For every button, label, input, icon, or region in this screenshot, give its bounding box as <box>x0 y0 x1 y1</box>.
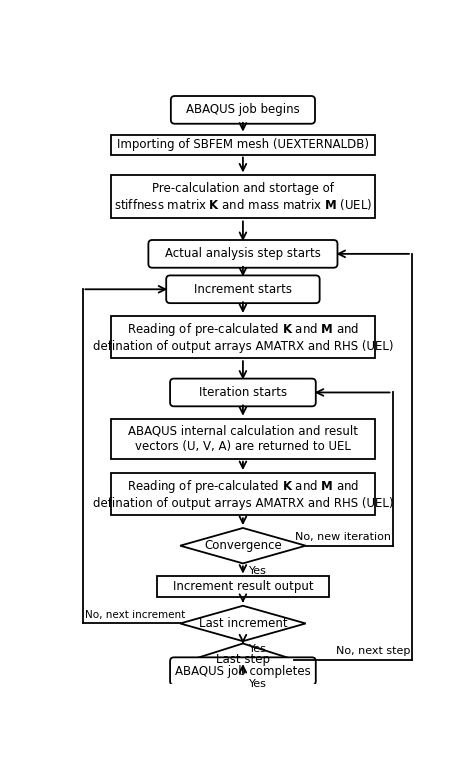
Text: ABAQUS job begins: ABAQUS job begins <box>186 104 300 117</box>
Text: No, new iteration: No, new iteration <box>295 531 391 542</box>
Bar <box>157 577 329 597</box>
FancyBboxPatch shape <box>170 657 316 685</box>
Text: ABAQUS job completes: ABAQUS job completes <box>175 664 311 677</box>
Bar <box>111 316 374 358</box>
Text: No, next step: No, next step <box>336 646 410 656</box>
FancyBboxPatch shape <box>171 96 315 124</box>
Bar <box>111 175 374 218</box>
Text: Increment result output: Increment result output <box>173 580 313 593</box>
Bar <box>111 419 374 458</box>
FancyBboxPatch shape <box>148 240 337 268</box>
Text: No, next increment: No, next increment <box>85 610 185 620</box>
Text: Last increment: Last increment <box>199 617 287 630</box>
Polygon shape <box>180 528 306 564</box>
Bar <box>111 134 374 154</box>
Polygon shape <box>192 644 294 676</box>
Text: Convergence: Convergence <box>204 539 282 552</box>
Polygon shape <box>180 606 306 641</box>
Text: ABAQUS internal calculation and result
vectors (U, V, A) are returned to UEL: ABAQUS internal calculation and result v… <box>128 425 358 452</box>
Text: Increment starts: Increment starts <box>194 283 292 296</box>
Text: Importing of SBFEM mesh (UEXTERNALDB): Importing of SBFEM mesh (UEXTERNALDB) <box>117 138 369 151</box>
Text: Yes: Yes <box>249 644 267 654</box>
Text: Reading of pre-calculated $\mathbf{K}$ and $\mathbf{M}$ and
defination of output: Reading of pre-calculated $\mathbf{K}$ a… <box>93 321 393 353</box>
FancyBboxPatch shape <box>166 276 319 303</box>
Text: Iteration starts: Iteration starts <box>199 386 287 399</box>
Text: Pre-calculation and stortage of
stiffness matrix $\mathbf{K}$ and mass matrix $\: Pre-calculation and stortage of stiffnes… <box>114 182 372 212</box>
Text: Last step: Last step <box>216 653 270 666</box>
Text: Yes: Yes <box>249 567 267 577</box>
Bar <box>111 473 374 515</box>
Text: Reading of pre-calculated $\mathbf{K}$ and $\mathbf{M}$ and
defination of output: Reading of pre-calculated $\mathbf{K}$ a… <box>93 478 393 510</box>
Text: Actual analysis step starts: Actual analysis step starts <box>165 247 321 260</box>
Text: Yes: Yes <box>249 679 267 689</box>
FancyBboxPatch shape <box>170 379 316 406</box>
